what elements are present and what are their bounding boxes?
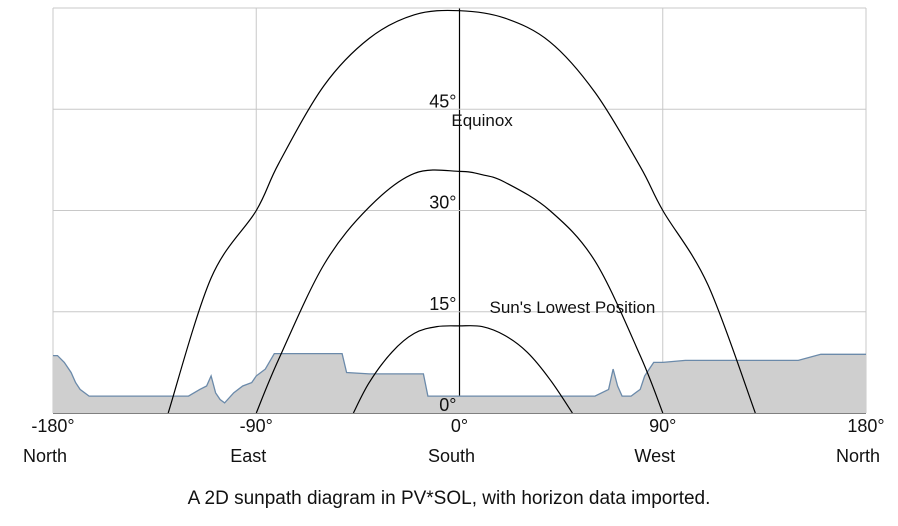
grid-lines (52, 7, 867, 414)
altitude-tick-label: 0° (439, 395, 456, 415)
direction-label: North (23, 446, 67, 466)
altitude-labels: 0° 15° 30° 45° (429, 91, 456, 415)
horizon-line (53, 352, 866, 404)
altitude-tick-label: 30° (429, 193, 456, 213)
azimuth-labels: -180° North -90° East 0° South 90° West 180° Nort… (23, 416, 885, 466)
curve-annotation: Equinox (451, 111, 513, 130)
altitude-tick-label: 15° (429, 294, 456, 314)
direction-label: South (428, 446, 475, 466)
direction-label: West (634, 446, 675, 466)
direction-label: North (836, 446, 880, 466)
azimuth-tick-label: -180° (31, 416, 74, 436)
sun-path-series-1 (255, 169, 664, 414)
curve-annotations: Equinox Sun's Lowest Position (451, 111, 655, 317)
sun-path-curves (167, 9, 756, 414)
direction-label: East (230, 446, 266, 466)
horizon-profile (53, 352, 866, 413)
azimuth-tick-label: 0° (451, 416, 468, 436)
azimuth-tick-label: -90° (240, 416, 273, 436)
horizon-area (53, 353, 866, 413)
azimuth-tick-label: 180° (847, 416, 884, 436)
azimuth-tick-label: 90° (649, 416, 676, 436)
figure-caption: A 2D sunpath diagram in PV*SOL, with hor… (187, 488, 711, 509)
sun-path-series-2 (352, 325, 573, 414)
sun-path-series-0 (167, 9, 756, 414)
altitude-tick-label: 45° (429, 91, 456, 111)
curve-annotation: Sun's Lowest Position (490, 298, 656, 317)
